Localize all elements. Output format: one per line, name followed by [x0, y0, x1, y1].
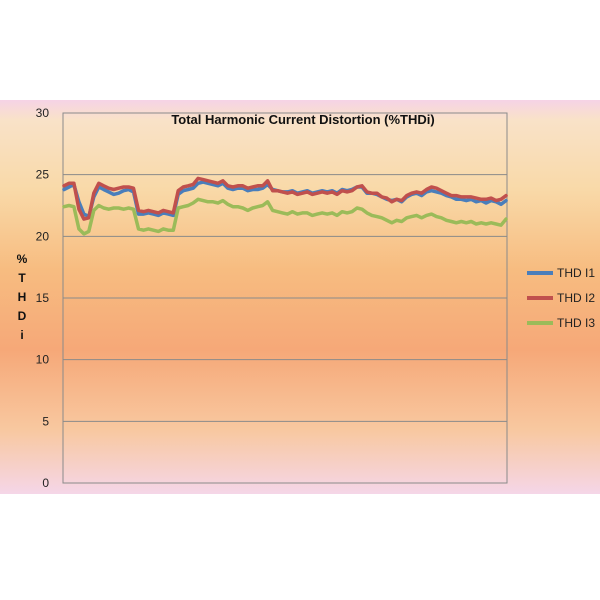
series-line-2	[62, 176, 508, 221]
legend-label: THD I3	[557, 316, 595, 330]
y-tick-label: 25	[36, 168, 50, 182]
y-tick-label: 15	[36, 291, 50, 305]
y-axis-label: % THDi	[17, 252, 28, 342]
legend-label: THD I2	[557, 291, 595, 305]
chart-title: Total Harmonic Current Distortion (%THDi…	[171, 112, 434, 127]
chart-area: 0 5 10 15 20 25 30 Total Harmonic Current Dist…	[0, 100, 600, 494]
y-axis-ticks: 0 5 10 15 20 25 30	[36, 106, 50, 490]
series-lines	[62, 176, 508, 236]
series-line-3	[62, 197, 508, 236]
y-tick-label: 5	[42, 414, 49, 428]
y-axis-label-char: T	[18, 271, 26, 285]
y-tick-label: 20	[36, 229, 50, 243]
y-axis-label-char: i	[20, 328, 23, 342]
legend-label: THD I1	[557, 266, 595, 280]
gridlines	[63, 174, 507, 422]
y-axis-label-char: %	[17, 252, 28, 266]
y-axis-label-char: H	[18, 290, 27, 304]
y-tick-label: 30	[36, 106, 50, 120]
y-tick-label: 0	[42, 476, 49, 490]
y-axis-label-char: D	[18, 309, 27, 323]
legend: THD I1 THD I2 THD I3	[527, 266, 595, 330]
y-tick-label: 10	[36, 353, 50, 367]
line-chart: 0 5 10 15 20 25 30 Total Harmonic Current Dist…	[17, 106, 596, 490]
